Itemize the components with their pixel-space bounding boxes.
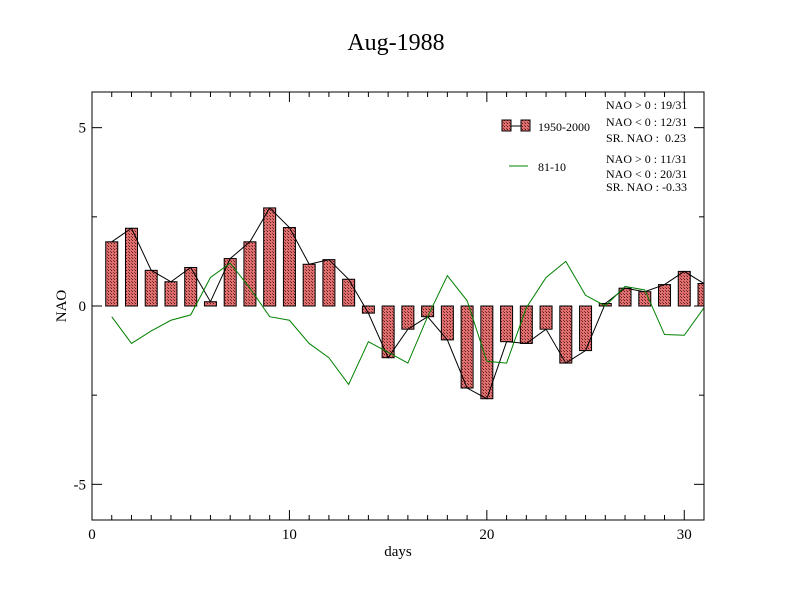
bar-day-3 — [144, 269, 158, 307]
bar-day-16 — [401, 305, 415, 330]
x-tick-label-20: 20 — [479, 527, 494, 543]
bar-day-31 — [697, 283, 705, 307]
chart-title: Aug-1988 — [347, 30, 444, 56]
legend-label-81-10: 81-10 — [538, 160, 566, 174]
bar-day-4 — [164, 281, 178, 307]
stats-81-10-neg: NAO < 0 : 20/31 — [606, 167, 687, 181]
bar-connector-line — [111, 207, 705, 400]
y-axis-ticks: -5 0 5 — [74, 121, 704, 493]
series-81-10-line — [111, 260, 705, 386]
bar-day-30 — [677, 270, 691, 307]
bar-day-24 — [559, 305, 573, 364]
bar-day-1 — [105, 241, 119, 307]
bar-day-14 — [361, 305, 375, 314]
legend-label-1950-2000: 1950-2000 — [538, 120, 590, 134]
x-axis-ticks: 0 10 20 30 — [88, 92, 692, 543]
bar-day-10 — [282, 227, 296, 307]
bar-day-19 — [460, 305, 474, 389]
y-axis-label: NAO — [54, 290, 70, 323]
legend-swatch-bar-right — [520, 119, 531, 132]
x-axis-label: days — [384, 544, 412, 560]
bar-day-25 — [579, 305, 593, 352]
stats-1950-2000-sr: SR. NAO : 0.23 — [606, 131, 686, 145]
stats-81-10-sr: SR. NAO : -0.33 — [606, 180, 687, 194]
x-tick-label-30: 30 — [677, 527, 692, 543]
y-tick-label-0: 0 — [79, 299, 87, 315]
x-tick-label-0: 0 — [88, 527, 96, 543]
bar-day-12 — [322, 259, 336, 307]
bar-day-2 — [124, 227, 138, 307]
y-tick-label--5: -5 — [74, 477, 87, 493]
legend: 1950-2000 81-10 NAO > 0 : 19/31 NAO < 0 … — [501, 98, 687, 194]
bar-day-9 — [263, 207, 277, 307]
x-tick-label-10: 10 — [282, 527, 297, 543]
bar-day-21 — [500, 305, 514, 343]
stats-1950-2000-neg: NAO < 0 : 12/31 — [606, 115, 687, 129]
y-tick-label-5: 5 — [79, 121, 87, 137]
bar-day-23 — [539, 305, 553, 330]
bar-day-22 — [519, 305, 533, 344]
legend-swatch-bar-left — [501, 119, 512, 132]
bar-day-20 — [480, 305, 494, 400]
bar-day-29 — [658, 284, 672, 307]
bars-1950-2000 — [105, 207, 705, 400]
bar-day-13 — [342, 278, 356, 307]
bar-day-5 — [184, 266, 198, 307]
stats-1950-2000-pos: NAO > 0 : 19/31 — [606, 98, 687, 112]
bar-day-8 — [243, 241, 257, 307]
bar-day-11 — [302, 263, 316, 307]
stats-81-10-pos: NAO > 0 : 11/31 — [606, 152, 687, 166]
